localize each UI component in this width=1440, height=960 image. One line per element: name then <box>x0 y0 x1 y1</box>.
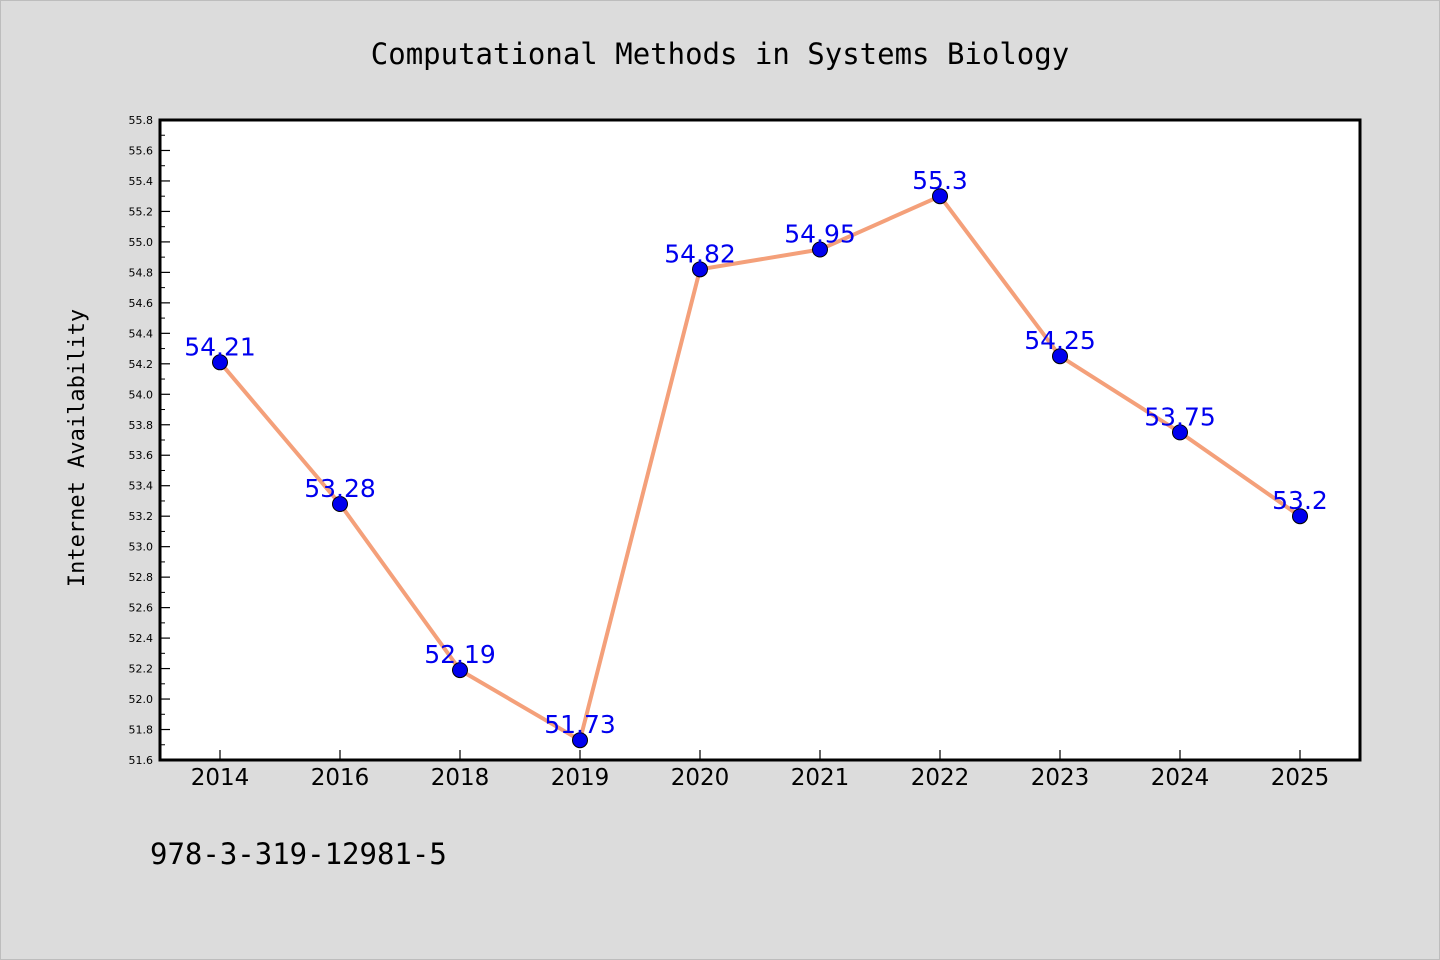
data-point <box>692 261 708 278</box>
data-label: 55.3 <box>912 166 968 195</box>
data-point <box>332 496 348 512</box>
y-tick-label: 55.0 <box>129 236 154 249</box>
y-tick-label: 54.8 <box>129 266 154 279</box>
data-point <box>1052 348 1068 365</box>
data-point <box>572 732 588 749</box>
y-tick-label: 53.0 <box>129 541 154 554</box>
x-tick-label: 2023 <box>1031 765 1090 791</box>
isbn-label: 978-3-319-12981-5 <box>150 837 447 871</box>
x-tick-label: 2024 <box>1151 765 1210 791</box>
data-label: 54.95 <box>784 220 856 249</box>
y-tick-label: 53.8 <box>129 419 154 432</box>
data-point <box>452 662 468 679</box>
data-label: 51.73 <box>544 710 616 739</box>
data-point <box>1172 424 1188 441</box>
data-label: 54.21 <box>184 332 256 361</box>
y-tick-label: 54.6 <box>129 297 154 310</box>
y-tick-label: 53.6 <box>129 449 154 462</box>
data-label: 53.2 <box>1272 486 1328 515</box>
y-tick-label: 51.8 <box>129 724 154 737</box>
y-tick-label: 55.8 <box>129 114 154 127</box>
data-label: 54.82 <box>664 239 736 268</box>
y-axis-ticks: 51.6 51.8 52.0 52.2 52.4 52.6 52.8 53.0 53.2 53.4… <box>129 114 170 767</box>
series-group: 54.21 53.28 52.19 51.73 54.82 54.95 55.3 54.25 5… <box>184 166 1328 749</box>
y-tick-label: 52.8 <box>129 571 154 584</box>
x-tick-label: 2018 <box>431 765 490 791</box>
x-tick-label: 2021 <box>791 765 850 791</box>
y-tick-label: 52.2 <box>129 663 154 676</box>
y-tick-label: 52.0 <box>129 693 154 706</box>
series-line <box>218 194 1302 743</box>
y-tick-label: 53.4 <box>129 480 154 493</box>
y-tick-label: 55.2 <box>129 205 154 218</box>
x-tick-label: 2019 <box>551 765 610 791</box>
data-label: 53.28 <box>304 474 376 503</box>
y-tick-label: 54.4 <box>129 327 154 340</box>
y-tick-label: 54.2 <box>129 358 154 371</box>
x-tick-label: 2022 <box>911 765 970 791</box>
x-tick-label: 2016 <box>311 765 370 791</box>
x-tick-label: 2025 <box>1271 765 1330 791</box>
data-label: 53.75 <box>1144 402 1216 431</box>
chart-title: Computational Methods in Systems Biology <box>371 37 1069 71</box>
data-point <box>812 241 828 258</box>
x-tick-label: 2020 <box>671 765 730 791</box>
y-tick-label: 55.6 <box>129 144 154 157</box>
y-tick-label: 52.6 <box>129 602 154 615</box>
data-label: 54.25 <box>1024 326 1096 355</box>
y-axis-label: Internet Availability <box>65 309 90 587</box>
plot-area <box>158 118 1362 762</box>
y-tick-label: 51.6 <box>129 754 154 767</box>
data-point <box>932 188 948 205</box>
y-tick-label: 54.0 <box>129 388 154 401</box>
y-tick-label: 55.4 <box>129 175 154 188</box>
y-tick-label: 53.2 <box>129 510 154 523</box>
data-label: 52.19 <box>424 640 496 669</box>
y-tick-label: 52.4 <box>129 632 154 645</box>
data-point <box>212 354 228 371</box>
data-point <box>1292 508 1308 525</box>
x-tick-label: 2014 <box>191 765 250 791</box>
x-axis-ticks: 2014 2016 2018 2019 2020 2021 2022 2023 2024 2025 <box>191 750 1330 791</box>
